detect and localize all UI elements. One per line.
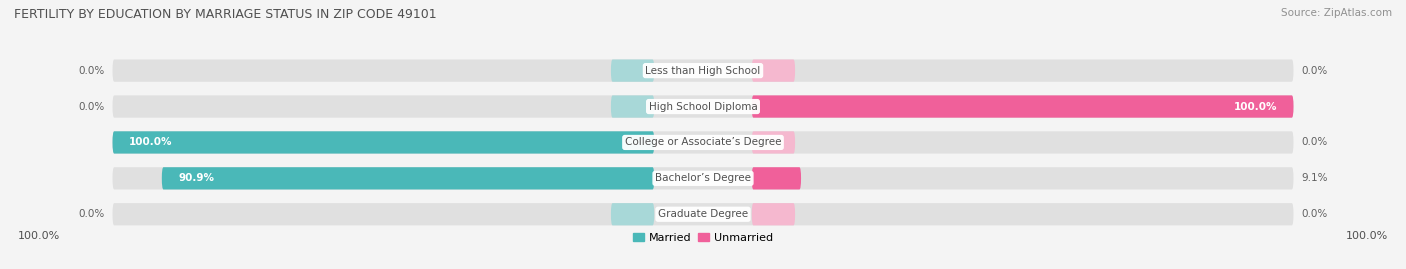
Text: Less than High School: Less than High School bbox=[645, 66, 761, 76]
Text: 0.0%: 0.0% bbox=[79, 101, 104, 112]
Text: FERTILITY BY EDUCATION BY MARRIAGE STATUS IN ZIP CODE 49101: FERTILITY BY EDUCATION BY MARRIAGE STATU… bbox=[14, 8, 437, 21]
Text: Bachelor’s Degree: Bachelor’s Degree bbox=[655, 173, 751, 183]
Text: 0.0%: 0.0% bbox=[1302, 137, 1327, 147]
Text: 100.0%: 100.0% bbox=[18, 231, 60, 241]
Legend: Married, Unmarried: Married, Unmarried bbox=[628, 228, 778, 247]
Text: 0.0%: 0.0% bbox=[1302, 66, 1327, 76]
FancyBboxPatch shape bbox=[752, 203, 796, 225]
Text: Source: ZipAtlas.com: Source: ZipAtlas.com bbox=[1281, 8, 1392, 18]
FancyBboxPatch shape bbox=[112, 131, 654, 154]
FancyBboxPatch shape bbox=[112, 59, 1294, 82]
Text: 0.0%: 0.0% bbox=[79, 209, 104, 219]
FancyBboxPatch shape bbox=[752, 95, 1294, 118]
FancyBboxPatch shape bbox=[752, 59, 796, 82]
Text: 100.0%: 100.0% bbox=[129, 137, 173, 147]
Text: 0.0%: 0.0% bbox=[1302, 209, 1327, 219]
FancyBboxPatch shape bbox=[112, 167, 1294, 189]
FancyBboxPatch shape bbox=[610, 95, 654, 118]
Text: 0.0%: 0.0% bbox=[79, 66, 104, 76]
Text: College or Associate’s Degree: College or Associate’s Degree bbox=[624, 137, 782, 147]
FancyBboxPatch shape bbox=[112, 95, 1294, 118]
FancyBboxPatch shape bbox=[610, 59, 654, 82]
FancyBboxPatch shape bbox=[610, 203, 654, 225]
Text: 100.0%: 100.0% bbox=[1346, 231, 1388, 241]
Text: Graduate Degree: Graduate Degree bbox=[658, 209, 748, 219]
Text: 9.1%: 9.1% bbox=[1302, 173, 1329, 183]
FancyBboxPatch shape bbox=[752, 131, 796, 154]
Text: 90.9%: 90.9% bbox=[179, 173, 214, 183]
FancyBboxPatch shape bbox=[112, 203, 1294, 225]
FancyBboxPatch shape bbox=[112, 131, 1294, 154]
FancyBboxPatch shape bbox=[752, 167, 801, 189]
Text: 100.0%: 100.0% bbox=[1233, 101, 1277, 112]
FancyBboxPatch shape bbox=[162, 167, 654, 189]
Text: High School Diploma: High School Diploma bbox=[648, 101, 758, 112]
